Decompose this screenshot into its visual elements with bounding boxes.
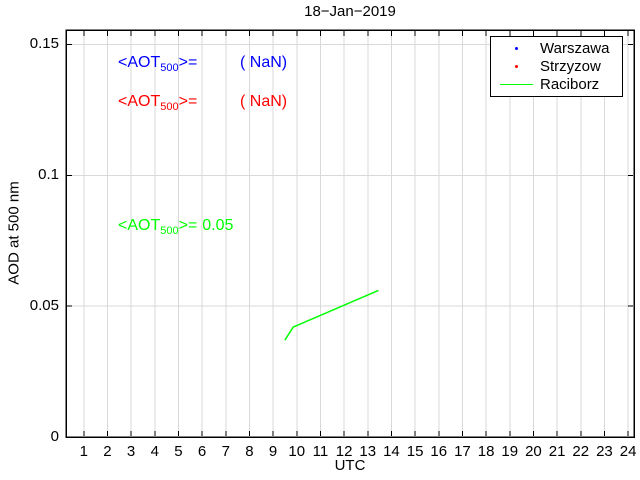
legend-line-marker-icon xyxy=(500,84,533,86)
y-tick-label: 0.15 xyxy=(29,35,59,53)
x-tick-label: 23 xyxy=(596,443,613,460)
aot-annotation-label: <AOT500>= xyxy=(118,217,198,238)
legend-dot-marker-icon xyxy=(500,46,533,50)
chart-title: 18−Jan−2019 xyxy=(304,3,396,20)
x-tick-label: 1 xyxy=(79,443,88,460)
x-tick-label: 20 xyxy=(525,443,542,460)
aot-annotation-value: ( NaN) xyxy=(240,54,288,71)
x-tick-label: 15 xyxy=(406,443,424,460)
x-tick-label: 2 xyxy=(103,443,112,460)
x-tick-label: 18 xyxy=(477,443,495,460)
x-tick-label: 16 xyxy=(430,443,448,460)
x-tick-label: 11 xyxy=(312,443,329,460)
x-tick-label: 22 xyxy=(572,443,590,460)
x-tick-label: 12 xyxy=(335,443,353,460)
legend-row-strzyzow: Strzyzow xyxy=(491,57,622,75)
x-tick-label: 10 xyxy=(288,443,306,460)
x-tick-label: 14 xyxy=(383,443,400,460)
x-tick-label: 19 xyxy=(501,443,519,460)
aot-annotation-value: ( NaN) xyxy=(240,93,288,110)
y-tick-label: 0.1 xyxy=(38,166,59,184)
aot-annotation-strzyzow: <AOT500>= ( NaN) xyxy=(118,93,287,115)
x-tick-label: 9 xyxy=(268,443,278,460)
legend-marker-shape xyxy=(515,46,518,50)
legend-marker-shape xyxy=(500,84,533,86)
legend-dot-marker-icon xyxy=(500,64,533,68)
legend-label: Raciborz xyxy=(540,76,600,94)
x-tick-label: 21 xyxy=(548,443,566,460)
axis-box xyxy=(65,29,635,438)
x-tick-label: 7 xyxy=(221,443,230,460)
y-axis-label: AOD at 500 nm xyxy=(5,181,23,285)
legend-row-warszawa: Warszawa xyxy=(491,39,622,57)
x-tick-label: 4 xyxy=(150,443,159,460)
aot-annotation-warszawa: <AOT500>= ( NaN) xyxy=(118,54,287,76)
y-tick-label: 0 xyxy=(50,428,59,445)
aot-annotation-raciborz: <AOT500>= 0.05 xyxy=(118,217,233,239)
legend-row-raciborz: Raciborz xyxy=(491,76,622,94)
raciborz-line xyxy=(284,289,379,341)
x-tick-label: 8 xyxy=(245,443,254,460)
y-tick-label: 0.05 xyxy=(29,297,59,315)
x-tick-label: 5 xyxy=(174,443,183,460)
aot-annotation-value: 0.05 xyxy=(202,217,234,234)
x-tick-label: 3 xyxy=(126,443,136,460)
aot-annotation-label: <AOT500>= xyxy=(118,93,198,114)
legend: Warszawa Strzyzow Raciborz xyxy=(490,36,623,97)
legend-marker-shape xyxy=(515,64,518,68)
aot-annotation-label: <AOT500>= xyxy=(118,54,198,75)
legend-label: Warszawa xyxy=(540,39,610,57)
x-axis-label: UTC xyxy=(334,457,366,474)
x-tick-label: 13 xyxy=(359,443,377,460)
x-tick-label: 24 xyxy=(619,443,637,460)
x-tick-label: 6 xyxy=(197,443,207,460)
legend-label: Strzyzow xyxy=(540,57,601,75)
x-tick-label: 17 xyxy=(454,443,471,460)
